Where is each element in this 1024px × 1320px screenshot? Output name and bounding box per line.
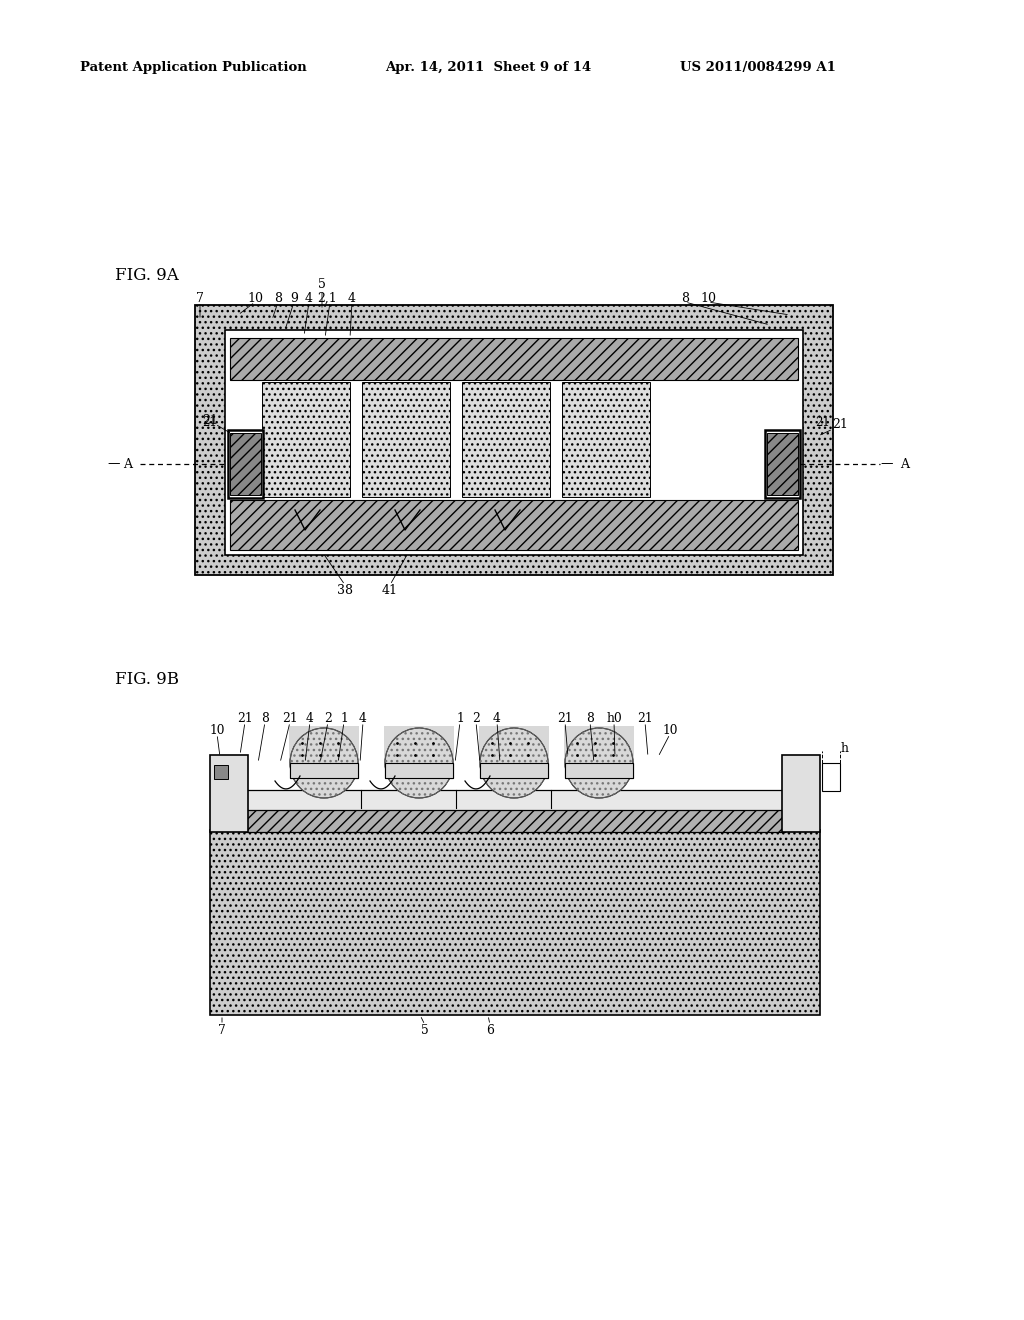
Text: h0: h0 (606, 711, 622, 725)
Text: 21: 21 (203, 416, 217, 429)
Text: —: — (108, 458, 120, 470)
Text: FIG. 9A: FIG. 9A (115, 267, 179, 284)
Bar (290, 763, 358, 777)
Text: 9: 9 (290, 292, 298, 305)
Text: 7: 7 (196, 292, 204, 305)
Bar (765, 430, 800, 498)
Bar (225, 330, 803, 554)
Bar (289, 726, 359, 763)
Text: 10: 10 (663, 723, 678, 737)
Ellipse shape (565, 729, 633, 799)
Bar (230, 433, 261, 495)
Text: FIG. 9B: FIG. 9B (115, 672, 179, 689)
Bar (462, 381, 550, 498)
Bar (385, 763, 453, 777)
Text: Patent Application Publication: Patent Application Publication (80, 62, 307, 74)
Bar (214, 766, 228, 779)
Bar (564, 726, 634, 763)
Text: 21: 21 (815, 416, 830, 429)
Text: 4: 4 (494, 711, 501, 725)
Text: 4: 4 (306, 711, 314, 725)
Bar (230, 338, 798, 380)
Text: 4: 4 (305, 292, 313, 305)
Text: h: h (841, 742, 849, 755)
Ellipse shape (480, 729, 548, 799)
Text: 2,1: 2,1 (317, 292, 337, 305)
Text: 21: 21 (202, 413, 218, 426)
Text: 10: 10 (700, 292, 716, 305)
Text: 6: 6 (486, 1023, 494, 1036)
Bar (480, 763, 548, 777)
Bar (384, 726, 454, 763)
Text: 8: 8 (261, 711, 269, 725)
Text: 10: 10 (209, 723, 224, 737)
Text: 2: 2 (472, 711, 480, 725)
Bar (480, 763, 548, 777)
Text: Apr. 14, 2011  Sheet 9 of 14: Apr. 14, 2011 Sheet 9 of 14 (385, 62, 591, 74)
Text: US 2011/0084299 A1: US 2011/0084299 A1 (680, 62, 836, 74)
Text: 4: 4 (359, 711, 367, 725)
Text: 5: 5 (421, 1023, 429, 1036)
Text: 21: 21 (557, 711, 572, 725)
Bar (782, 755, 820, 832)
Text: 8: 8 (681, 292, 689, 305)
Bar (230, 500, 798, 550)
Text: 7: 7 (218, 1023, 226, 1036)
Text: 38: 38 (337, 583, 353, 597)
Bar (290, 763, 358, 777)
Text: 8: 8 (274, 292, 282, 305)
Text: A: A (123, 458, 132, 470)
Bar (195, 305, 833, 576)
Bar (479, 726, 549, 763)
Ellipse shape (290, 729, 358, 799)
Text: 8: 8 (586, 711, 594, 725)
Bar (362, 381, 450, 498)
Text: 4: 4 (348, 292, 356, 305)
Text: 21: 21 (833, 418, 848, 432)
Bar (562, 381, 650, 498)
Text: 5: 5 (318, 279, 326, 292)
Bar (262, 381, 350, 498)
Ellipse shape (385, 729, 453, 799)
Text: 41: 41 (382, 583, 398, 597)
Bar (245, 808, 785, 832)
Text: —: — (881, 458, 893, 470)
Text: A: A (900, 458, 909, 470)
Text: 1: 1 (340, 711, 348, 725)
Bar (565, 763, 633, 777)
Bar (385, 763, 453, 777)
Text: 10: 10 (247, 292, 263, 305)
Bar (210, 830, 820, 1015)
Text: 21: 21 (637, 711, 653, 725)
Text: 21: 21 (283, 711, 298, 725)
Text: 1: 1 (456, 711, 464, 725)
Bar (228, 430, 263, 498)
Bar (767, 433, 798, 495)
Bar (210, 755, 248, 832)
Text: 2: 2 (324, 711, 332, 725)
Text: 21: 21 (238, 711, 253, 725)
Bar (822, 763, 840, 791)
Bar (245, 789, 785, 810)
Bar (565, 763, 633, 777)
